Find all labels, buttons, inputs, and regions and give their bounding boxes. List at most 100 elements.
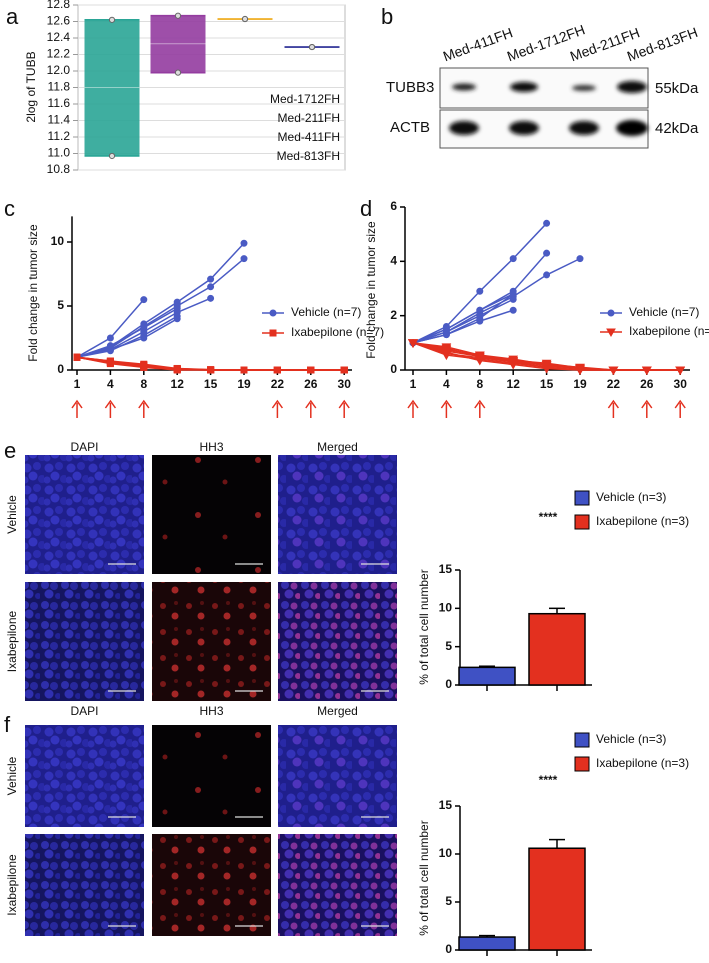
x-tick-label: 15 [540,377,554,391]
arrow-head [607,399,620,409]
marker [543,271,551,279]
marker [509,255,517,263]
y-tick-label: 5 [445,894,452,908]
band [569,121,599,135]
marker [207,294,215,302]
x-tick-label: 8 [476,377,483,391]
arrow-head [407,399,419,409]
band [509,121,539,135]
marker [269,309,277,317]
y-tick-label: 10.8 [47,162,71,176]
row-label: Ixabepilone [5,610,19,672]
marker [173,305,181,313]
legend-label: Ixabepilone (n=7) [291,325,384,339]
row-label: ACTB [390,119,430,136]
column-header: HH3 [199,704,223,718]
micrograph [152,834,271,936]
marker [240,239,248,247]
panel-letter: b [381,4,393,29]
marker [140,334,148,342]
marker [173,315,181,323]
legend-label: Med-411FH [278,130,340,144]
x-tick-label: 26 [304,377,318,391]
line-chart: d 0 2 4 6 Fold change in tumor size 1 4 8 12 15 19 2… [360,196,709,418]
y-tick-label: 11.6 [48,96,71,110]
x-tick-label: 30 [674,377,688,391]
blot-panel: b Med-411FH Med-1712FH Med-211FH Med-813… [381,4,700,149]
point-low [108,152,116,160]
arrow-head [338,399,350,409]
micrograph [278,725,397,827]
x-tick-label: 12 [171,377,185,391]
marker [575,364,585,373]
y-tick-label: 12.6 [47,14,71,28]
band [572,85,596,91]
bar [458,936,516,951]
y-tick-label: 12.0 [47,63,71,77]
band [617,81,647,93]
point-high [174,12,182,19]
y-tick-label: 12.4 [47,30,71,44]
marker [541,359,552,369]
marker [307,366,315,374]
y-tick-label: 4 [390,254,397,268]
marker [207,283,215,291]
x-tick-label: 1 [410,377,417,391]
marker [509,306,517,314]
legend-swatch [574,732,590,748]
series-line [412,309,514,344]
marker [441,346,452,355]
band [510,82,538,92]
panel-letter: e [4,438,16,463]
legend-label: Vehicle (n=3) [596,490,666,504]
x-tick-label: 15 [204,377,218,391]
series-line [412,298,514,344]
panel-letter: f [4,712,11,737]
panel-letter: d [360,196,372,221]
marker [543,219,551,227]
micrograph [152,725,271,827]
bar-chart: 0 5 10 15 % of total cell number Vehicle (n=3… [417,490,689,691]
point-high [241,15,249,23]
x-tick-label: 4 [443,377,450,391]
micrograph [25,834,144,936]
marker [106,357,114,365]
annotation: **** [539,773,558,787]
y-axis-label: 2log of TUBB [24,51,38,122]
y-tick-label: 12.2 [47,47,71,61]
micrograph-panel: f DAPI HH3 Merged Vehicle Ixabepilone [4,704,397,936]
micrograph [25,725,144,827]
band [616,120,648,136]
legend-label: Ixabepilone (n=7) [629,324,709,338]
size-label: 42kDa [655,120,699,137]
annotation: **** [539,510,558,524]
micrograph [152,455,271,574]
marker [474,351,485,361]
y-tick-label: 10 [439,601,453,615]
arrow-head [474,399,486,409]
y-tick-label: 11.8 [48,80,71,94]
marker [106,334,114,342]
row-label: TUBB3 [386,79,434,96]
y-tick-label: 0 [57,362,64,376]
x-tick-label: 19 [573,377,587,391]
y-tick-label: 6 [390,199,397,213]
row-label: Ixabepilone [5,854,19,916]
x-tick-label: 30 [338,377,352,391]
y-axis-label: % of total cell number [417,820,431,935]
panel-letter: c [4,196,15,221]
bar [528,612,586,686]
marker [207,275,215,283]
row-label: Vehicle [5,495,19,534]
arrow-head [104,399,117,409]
legend-swatch [574,514,590,530]
marker [340,366,348,374]
y-tick-label: 5 [445,639,452,653]
marker [240,366,248,374]
series-line [76,258,245,358]
line-chart: c 0 5 10 Fold change in tumor size 1 4 8 12 15 19 2… [4,196,384,418]
y-tick-label: 0 [445,677,452,691]
x-tick-label: 1 [74,377,81,391]
series-line [412,222,548,344]
row-label: Vehicle [5,756,19,795]
